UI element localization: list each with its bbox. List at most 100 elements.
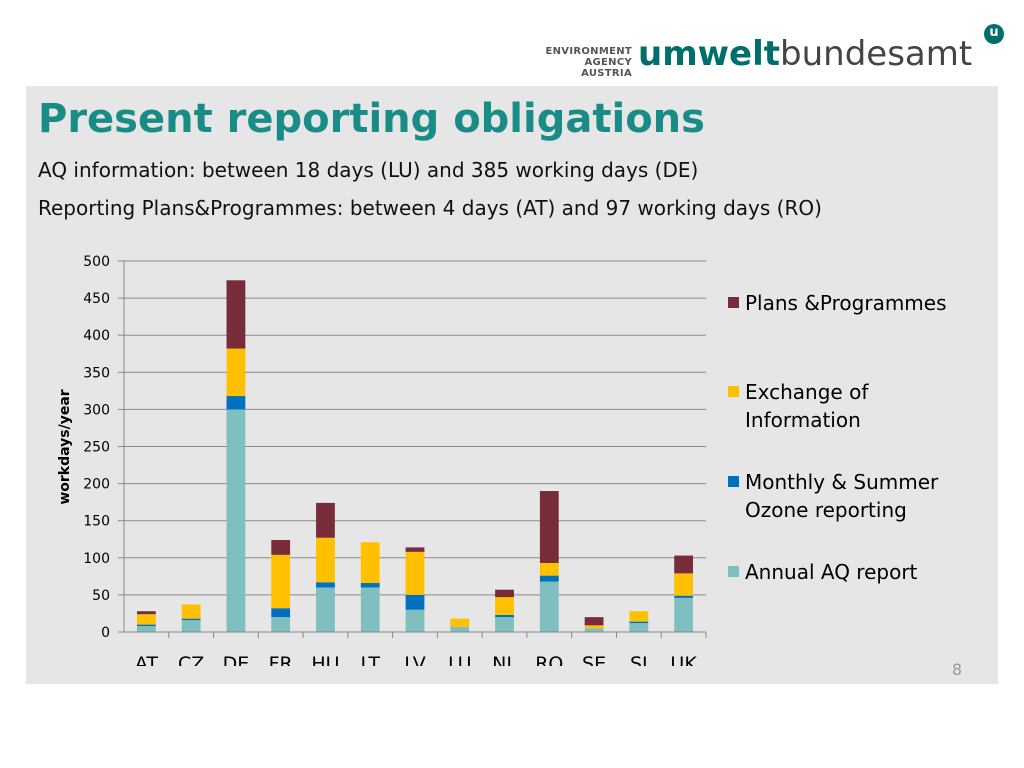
x-tick-label: DE	[223, 653, 250, 666]
bar-uk-series-3	[674, 555, 694, 574]
bar-fr-series-1	[271, 608, 291, 618]
bar-fr-series-0	[271, 617, 291, 632]
bar-se-series-0	[584, 628, 604, 632]
brand-light: bundesamt	[780, 34, 973, 74]
legend-swatch	[728, 476, 739, 487]
brand-bold: umwelt	[638, 34, 781, 74]
bar-fr-series-3	[271, 539, 291, 555]
bar-nl-series-2	[495, 597, 514, 615]
y-tick-label: 400	[83, 328, 110, 344]
legend-label: Monthly & Summer	[745, 470, 939, 494]
bar-at-series-1	[136, 624, 156, 627]
bar-se-series-3	[584, 617, 604, 626]
bar-si-series-1	[629, 621, 649, 624]
legend-entry: Plans &Programmes	[728, 291, 947, 315]
brand-wordmark: umweltbundesamt	[638, 34, 972, 74]
bar-ro-series-3	[539, 491, 559, 563]
legend-swatch	[728, 566, 739, 577]
subtitle-plans-programmes: Reporting Plans&Programmes: between 4 da…	[38, 196, 822, 220]
bar-de-series-2	[226, 348, 246, 397]
x-tick-label: UK	[670, 653, 697, 666]
bar-uk-series-1	[674, 595, 694, 598]
y-tick-label: 50	[92, 588, 110, 604]
y-tick-labels: 0 50 100 150 200 250 300 350 400 450 500	[83, 254, 110, 641]
agency-name: ENVIRONMENT AGENCY AUSTRIA	[532, 46, 632, 79]
subtitle-aq-information: AQ information: between 18 days (LU) and…	[38, 158, 699, 182]
legend-label: Plans &Programmes	[745, 291, 947, 315]
agency-line-1: ENVIRONMENT	[545, 46, 632, 57]
bar-cz-series-0	[181, 620, 201, 632]
bar-lv-series-2	[405, 551, 425, 595]
bar-se-series-2	[584, 625, 604, 629]
bar-cz-series-1	[181, 618, 201, 621]
bar-at-series-2	[136, 614, 156, 625]
bar-cz-series-2	[181, 604, 201, 619]
page-number: 8	[951, 660, 962, 679]
bar-de-series-3	[226, 280, 246, 349]
legend-label: Ozone reporting	[745, 498, 907, 522]
bar-lt-series-1	[360, 583, 380, 588]
bar-si-series-0	[629, 623, 649, 632]
bar-si-series-2	[629, 611, 649, 622]
x-tick-label: SI	[630, 653, 648, 666]
bar-at-series-3	[136, 611, 156, 615]
y-tick-label: 300	[83, 402, 110, 418]
bars	[136, 280, 694, 632]
bar-lu-series-2	[450, 618, 470, 627]
bar-ro-series-0	[539, 581, 559, 632]
bar-nl-series-3	[495, 589, 514, 598]
slide-title: Present reporting obligations	[38, 96, 705, 142]
bar-lv-series-0	[405, 609, 425, 632]
bar-fr-series-2	[271, 554, 291, 609]
x-tick-label: LT	[360, 653, 380, 666]
bar-lu-series-0	[450, 626, 470, 632]
legend: Plans &Programmes Exchange of Information M…	[728, 291, 947, 584]
x-tick-label: AT	[135, 653, 159, 666]
x-tick-label: NL	[492, 653, 517, 666]
agency-line-2: AGENCY AUSTRIA	[581, 57, 632, 79]
y-tick-label: 200	[83, 477, 110, 493]
x-tick-label: RO	[535, 653, 563, 666]
y-axis-label: workdays/year	[57, 389, 73, 504]
bar-hu-series-3	[316, 502, 335, 538]
bar-at-series-0	[136, 626, 156, 632]
x-tick-labels: AT CZ DE FR HU LT LV LU NL RO SE SI UK	[135, 653, 698, 666]
stacked-bar-chart: 0 50 100 150 200 250 300 350 400 450 500 AT CZ DE FR H…	[57, 254, 947, 666]
y-tick-label: 500	[83, 254, 110, 270]
bar-de-series-0	[226, 409, 246, 632]
bar-nl-series-1	[495, 614, 514, 618]
brand-mark-icon: u	[984, 24, 1004, 44]
legend-label: Information	[745, 408, 861, 432]
x-tick-label: LV	[404, 653, 426, 666]
y-tick-label: 450	[83, 291, 110, 307]
legend-entry: Exchange of Information	[728, 380, 869, 432]
legend-swatch	[728, 386, 739, 397]
bar-ro-series-1	[539, 575, 559, 582]
slide-panel: Present reporting obligations AQ informa…	[26, 86, 998, 684]
bar-nl-series-0	[495, 617, 514, 632]
bar-lv-series-3	[405, 547, 425, 552]
y-tick-label: 250	[83, 440, 110, 456]
legend-entry: Annual AQ report	[728, 560, 918, 584]
bar-uk-series-2	[674, 573, 694, 596]
x-tick-label: FR	[269, 653, 293, 666]
x-tick-label: SE	[582, 653, 606, 666]
agency-logo: ENVIRONMENT AGENCY AUSTRIA umweltbundesa…	[530, 22, 1010, 79]
bar-lt-series-0	[360, 587, 380, 632]
x-tick-label: HU	[311, 653, 339, 666]
bar-hu-series-2	[316, 537, 335, 583]
y-tick-label: 100	[83, 551, 110, 567]
legend-label: Annual AQ report	[745, 560, 918, 584]
y-tick-label: 0	[101, 625, 110, 641]
legend-label: Exchange of	[745, 380, 869, 404]
x-tick-label: LU	[448, 653, 472, 666]
bar-ro-series-2	[539, 562, 559, 576]
bar-uk-series-0	[674, 597, 694, 632]
bar-lt-series-2	[360, 542, 380, 584]
axes	[123, 261, 707, 638]
y-tick-label: 150	[83, 514, 110, 530]
y-tick-label: 350	[83, 365, 110, 381]
bar-hu-series-1	[316, 582, 335, 588]
bar-lv-series-1	[405, 594, 425, 610]
grid-lines	[118, 260, 706, 638]
